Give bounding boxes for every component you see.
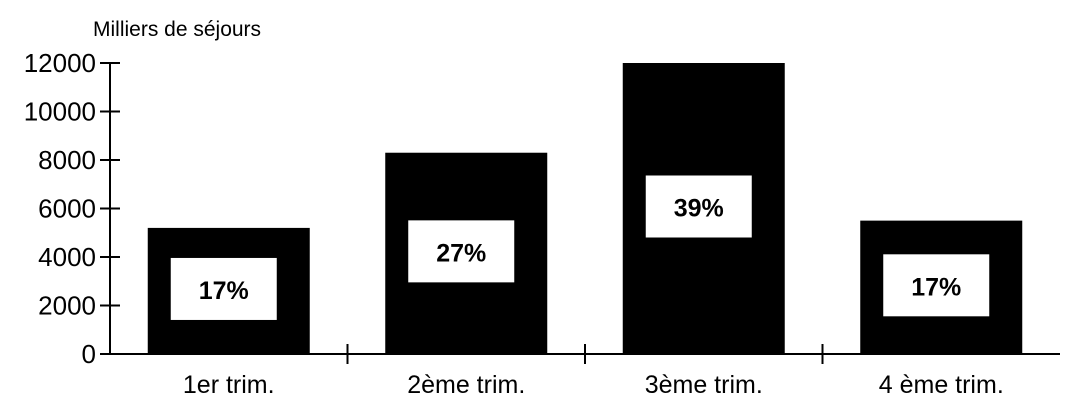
y-tick-label: 2000 [38,291,96,321]
data-label-box [883,254,990,317]
x-category-label: 1er trim. [183,371,275,399]
data-label: 17% [199,277,249,305]
x-category-label: 4 ème trim. [879,371,1004,399]
data-label-box [408,220,515,283]
category-labels: 1er trim. 2ème trim. 3ème trim. 4 ème trim. [183,371,1004,399]
y-axis-label: Milliers de séjours [93,18,261,41]
data-label-box [170,257,277,320]
x-category-label: 2ème trim. [407,371,525,399]
y-tick-label: 4000 [38,242,96,272]
data-label-box [645,175,752,238]
y-tick-label: 8000 [38,145,96,175]
data-label: 17% [911,273,961,301]
bars: 17% 27% 39% 17% [147,63,1023,354]
y-tick-labels: 0 2000 4000 6000 8000 10000 12000 [24,48,96,369]
x-category-label: 3ème trim. [645,371,763,399]
data-label: 27% [436,239,486,267]
y-tick-label: 0 [82,339,96,369]
data-label: 39% [674,195,724,223]
y-tick-label: 6000 [38,194,96,224]
y-tick-label: 10000 [24,97,96,127]
y-tick-label: 12000 [24,48,96,78]
